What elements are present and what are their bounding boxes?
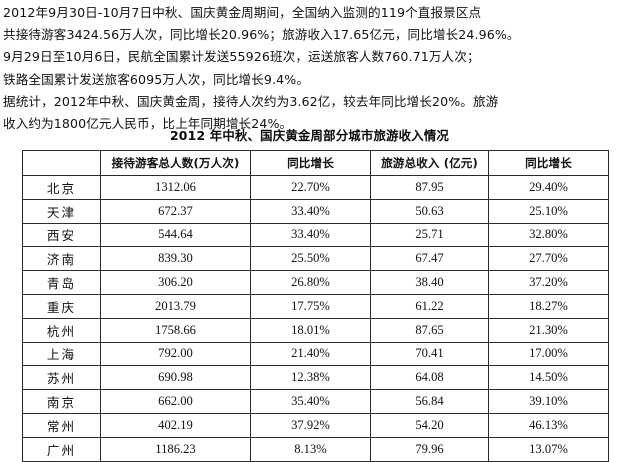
cell-revenue-growth: 29.40% [488,175,609,200]
cell-visitors: 1758.66 [100,317,251,343]
table-row: 常州 402.19 37.92% 54.20 46.13% [22,412,609,438]
cell-revenue-growth: 14.50% [488,365,609,391]
table-row: 苏州 690.98 12.38% 64.08 14.50% [22,365,609,391]
cell-visitors-growth: 8.13% [250,436,371,462]
table-row: 杭州 1758.66 18.01% 87.65 21.30% [22,317,609,343]
cell-visitors-growth: 26.80% [250,270,371,295]
paragraph-line: 铁路全国累计发送旅客6095万人次，同比增长9.4%。 [3,71,310,87]
column-header-city [22,150,101,176]
cell-visitors: 1186.23 [100,436,251,462]
column-header-visitors: 接待游客总人数(万人次) [100,150,251,176]
cell-revenue: 87.65 [370,317,489,343]
cell-city: 北京 [22,175,101,200]
tourism-revenue-table: 接待游客总人数(万人次) 同比增长 旅游总收入 (亿元) 同比增长 北京 131… [22,150,609,462]
cell-visitors-growth: 37.92% [250,412,371,438]
cell-visitors-growth: 17.75% [250,293,371,319]
cell-revenue: 50.63 [370,198,489,224]
cell-visitors: 690.98 [100,365,251,391]
cell-revenue-growth: 17.00% [488,341,609,367]
cell-visitors: 306.20 [100,270,251,295]
cell-city: 西安 [22,222,101,248]
paragraph-line: 2012年9月30日-10月7日中秋、国庆黄金周期间，全国纳入监测的119个直报… [3,5,482,20]
cell-revenue: 25.71 [370,222,489,248]
cell-revenue: 54.20 [370,412,489,438]
cell-revenue-growth: 25.10% [488,198,609,224]
cell-city: 广州 [22,436,101,462]
column-header-revenue-growth: 同比增长 [488,150,609,176]
table-title: 2012 年中秋、国庆黄金周部分城市旅游收入情况 [169,128,450,143]
table-body: 北京 1312.06 22.70% 87.95 29.40% 天津 672.37… [22,175,609,462]
table-header-row: 接待游客总人数(万人次) 同比增长 旅游总收入 (亿元) 同比增长 [22,150,609,176]
cell-revenue: 87.95 [370,175,489,200]
cell-revenue: 64.08 [370,365,489,391]
cell-city: 上海 [22,341,101,367]
cell-revenue-growth: 27.70% [488,246,609,272]
cell-city: 南京 [22,389,101,414]
cell-visitors: 672.37 [100,198,251,224]
cell-revenue: 70.41 [370,341,489,367]
cell-visitors-growth: 18.01% [250,317,371,343]
cell-visitors-growth: 33.40% [250,198,371,224]
paragraph-line: 9月29日至10月6日，民航全国累计发送55926班次，运送旅客人数760.71… [3,49,480,65]
cell-revenue-growth: 39.10% [488,389,609,414]
cell-visitors-growth: 33.40% [250,222,371,248]
cell-revenue-growth: 37.20% [488,270,609,295]
cell-visitors-growth: 22.70% [250,175,371,200]
table-row: 南京 662.00 35.40% 56.84 39.10% [22,389,609,414]
cell-visitors: 792.00 [100,341,251,367]
cell-city: 常州 [22,412,101,438]
paragraph-line: 收入约为1800亿元人民币，比上年同期增长24%。 [3,116,293,132]
cell-revenue-growth: 13.07% [488,436,609,462]
document-body: 2012年9月30日-10月7日中秋、国庆黄金周期间，全国纳入监测的119个直报… [3,2,617,135]
cell-visitors: 662.00 [100,389,251,414]
cell-revenue: 79.96 [370,436,489,462]
cell-visitors: 2013.79 [100,293,251,319]
cell-visitors-growth: 25.50% [250,246,371,272]
cell-revenue: 61.22 [370,293,489,319]
cell-revenue-growth: 21.30% [488,317,609,343]
paragraph-line: 共接待游客3424.56万人次，同比增长20.96%；旅游收入17.65亿元，同… [3,27,520,43]
table-row: 上海 792.00 21.40% 70.41 17.00% [22,341,609,367]
cell-visitors-growth: 21.40% [250,341,371,367]
cell-revenue-growth: 46.13% [488,412,609,438]
table-row: 广州 1186.23 8.13% 79.96 13.07% [22,436,609,462]
table-row: 重庆 2013.79 17.75% 61.22 18.27% [22,293,609,319]
table-row: 西安 544.64 33.40% 25.71 32.80% [22,222,609,248]
cell-revenue-growth: 18.27% [488,293,609,319]
table-row: 济南 839.30 25.50% 67.47 27.70% [22,246,609,272]
cell-revenue: 38.40 [370,270,489,295]
cell-city: 重庆 [22,293,101,319]
cell-revenue: 56.84 [370,389,489,414]
paragraph-line: 据统计，2012年中秋、国庆黄金周，接待人次约为3.62亿，较去年同比增长20%… [3,93,499,109]
cell-revenue-growth: 32.80% [488,222,609,248]
table-row: 天津 672.37 33.40% 50.63 25.10% [22,198,609,224]
cell-visitors-growth: 12.38% [250,365,371,391]
cell-visitors: 544.64 [100,222,251,248]
cell-revenue: 67.47 [370,246,489,272]
cell-city: 青岛 [22,270,101,295]
cell-city: 苏州 [22,365,101,391]
cell-city: 天津 [22,198,101,224]
cell-visitors-growth: 35.40% [250,389,371,414]
cell-city: 济南 [22,246,101,272]
table-row: 北京 1312.06 22.70% 87.95 29.40% [22,175,609,200]
column-header-visitors-growth: 同比增长 [250,150,371,176]
table-row: 青岛 306.20 26.80% 38.40 37.20% [22,270,609,295]
cell-city: 杭州 [22,317,101,343]
cell-visitors: 839.30 [100,246,251,272]
cell-visitors: 1312.06 [100,175,251,200]
cell-visitors: 402.19 [100,412,251,438]
column-header-revenue: 旅游总收入 (亿元) [370,150,489,176]
